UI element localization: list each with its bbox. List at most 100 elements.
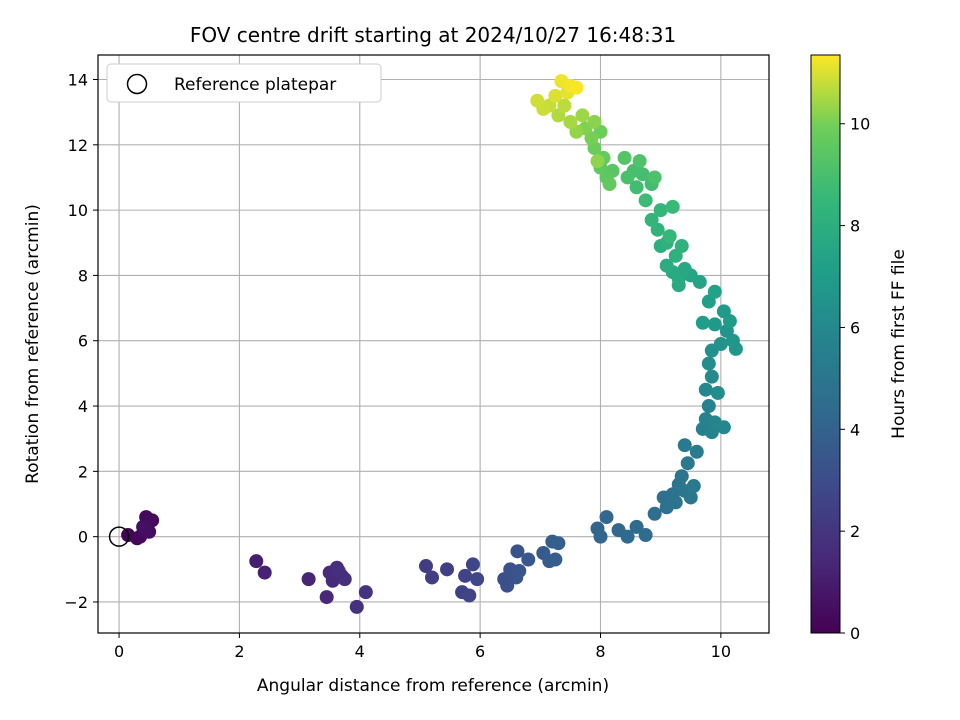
- drift-point: [319, 590, 334, 605]
- drift-point: [620, 170, 635, 185]
- drift-point: [249, 554, 264, 569]
- drift-point: [602, 176, 617, 191]
- drift-point: [665, 199, 680, 214]
- colorbar-ticks: 0 2 4 6 8 10: [840, 115, 870, 643]
- drift-point: [599, 510, 614, 525]
- reference-platepar-marker: [108, 526, 130, 547]
- drift-point: [659, 258, 674, 273]
- drift-point: [257, 565, 272, 580]
- drift-point: [587, 114, 602, 129]
- drift-point: [647, 506, 662, 521]
- colorbar-tick-label: 2: [850, 522, 860, 541]
- scatter-points: [121, 74, 743, 614]
- legend-marker-reference: [126, 73, 148, 95]
- drift-point: [707, 284, 722, 299]
- y-tick-label: 8: [78, 266, 88, 285]
- drift-point: [620, 529, 635, 544]
- drift-point: [512, 563, 527, 578]
- x-tick-label: 8: [595, 642, 605, 661]
- x-tick-label: 6: [475, 642, 485, 661]
- drift-point: [470, 572, 485, 587]
- y-tick-label: 2: [78, 462, 88, 481]
- drift-point: [440, 562, 455, 577]
- drift-point: [331, 563, 346, 578]
- drift-point: [713, 337, 728, 351]
- drift-point: [462, 588, 477, 603]
- drift-point: [632, 154, 647, 169]
- drift-point: [674, 469, 689, 484]
- drift-point: [548, 552, 563, 567]
- grid-lines: [98, 55, 769, 633]
- y-axis-ticks: −2 0 2 4 6 8 10 12 14: [64, 70, 98, 612]
- x-axis-label: Angular distance from reference (arcmin): [257, 676, 609, 696]
- drift-point: [418, 559, 433, 574]
- drift-point: [662, 229, 677, 244]
- colorbar-tick-label: 6: [850, 318, 860, 337]
- colorbar: [810, 54, 841, 634]
- drift-point: [638, 528, 653, 543]
- x-tick-label: 2: [234, 642, 244, 661]
- drift-point: [674, 239, 689, 254]
- drift-point: [530, 93, 545, 108]
- drift-point: [653, 203, 668, 218]
- y-tick-label: 14: [68, 70, 88, 89]
- drift-point: [704, 369, 719, 384]
- drift-point: [701, 399, 716, 414]
- y-tick-label: −2: [64, 593, 88, 612]
- x-tick-label: 0: [114, 642, 124, 661]
- drift-point: [136, 519, 151, 534]
- drift-point: [707, 317, 722, 332]
- colorbar-tick-label: 0: [850, 624, 860, 643]
- drift-point: [500, 578, 515, 593]
- y-tick-label: 6: [78, 332, 88, 351]
- legend-label-reference: Reference platepar: [174, 75, 336, 95]
- drift-point: [728, 341, 743, 356]
- drift-point: [551, 536, 566, 551]
- legend-box: [106, 63, 382, 103]
- drift-point: [695, 315, 710, 330]
- drift-point: [686, 479, 701, 494]
- drift-point: [683, 490, 698, 505]
- drift-point: [465, 557, 480, 572]
- drift-point: [698, 382, 713, 397]
- drift-point: [647, 170, 662, 185]
- legend: Reference platepar: [106, 63, 382, 103]
- drift-point: [689, 444, 704, 459]
- drift-point: [590, 154, 605, 169]
- drift-point: [629, 519, 644, 534]
- drift-point: [349, 599, 364, 614]
- drift-point: [638, 193, 653, 208]
- drift-point: [358, 585, 373, 600]
- y-tick-label: 4: [78, 397, 88, 416]
- x-axis-ticks: 0 2 4 6 8 10: [114, 633, 731, 661]
- drift-point: [557, 98, 572, 113]
- colorbar-tick-label: 4: [850, 420, 860, 439]
- y-tick-label: 0: [78, 528, 88, 547]
- chart-title: FOV centre drift starting at 2024/10/27 …: [190, 23, 676, 47]
- drift-point: [677, 438, 692, 453]
- drift-point: [521, 552, 536, 567]
- colorbar-label: Hours from first FF file: [889, 249, 909, 439]
- drift-point: [617, 150, 632, 165]
- drift-point: [668, 495, 683, 510]
- drift-point: [701, 356, 716, 371]
- drift-point: [722, 314, 737, 329]
- drift-point: [629, 180, 644, 195]
- colorbar-tick-label: 10: [850, 115, 870, 134]
- colorbar-tick-label: 8: [850, 217, 860, 236]
- drift-point: [710, 385, 725, 400]
- drift-point: [563, 114, 578, 129]
- drift-point: [301, 572, 316, 587]
- drift-point: [644, 212, 659, 227]
- drift-point: [593, 529, 608, 544]
- drift-point: [575, 108, 590, 123]
- plot-frame: [97, 54, 770, 634]
- drift-point: [424, 570, 439, 585]
- drift-point: [716, 420, 731, 435]
- y-tick-label: 10: [68, 201, 88, 220]
- drift-point: [458, 568, 473, 583]
- drift-point: [548, 88, 563, 103]
- drift-point: [569, 80, 584, 95]
- drift-point: [510, 544, 525, 559]
